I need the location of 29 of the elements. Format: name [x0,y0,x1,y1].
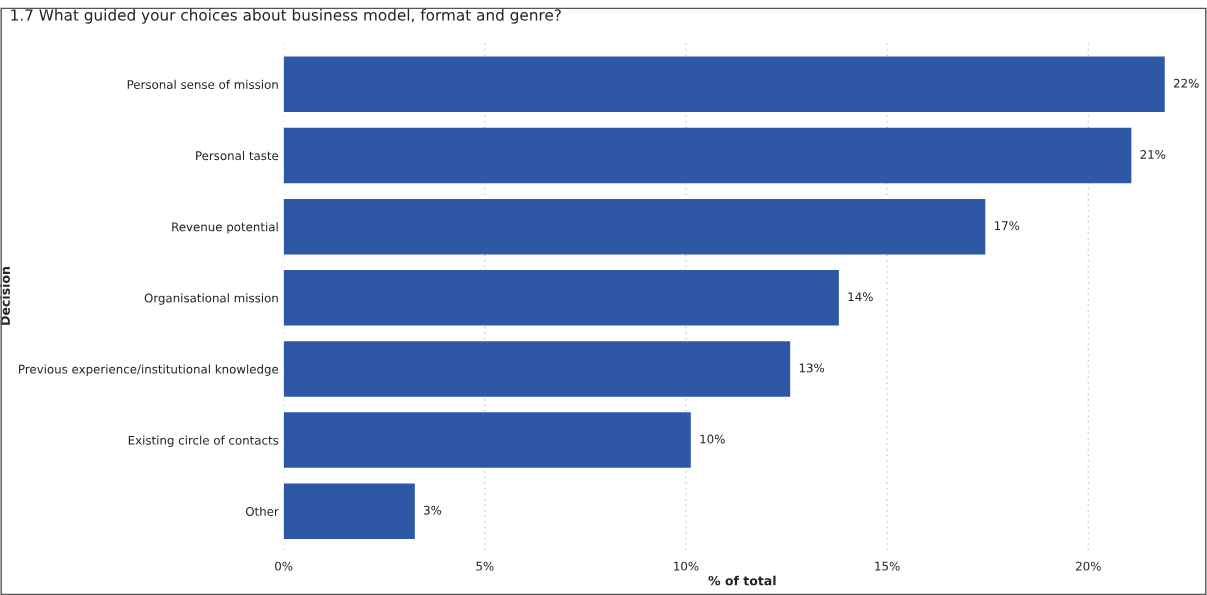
data-label: 13% [799,363,825,373]
bar [283,341,791,397]
data-label: 21% [1140,149,1166,159]
x-tick-label: 20% [1076,561,1101,571]
bar [283,483,415,539]
bar [283,56,1165,113]
y-tick-label: Revenue potential [172,222,278,234]
y-tick-label: Other [245,506,279,516]
x-tick-label: 0% [275,561,293,571]
x-tick-label: 10% [674,561,699,571]
data-label: 22% [1173,78,1199,88]
bar [283,270,839,326]
bar [283,127,1132,184]
data-label: 10% [700,434,725,444]
data-label: 17% [994,221,1020,231]
x-tick-label: 15% [875,561,900,571]
y-axis-title: Decision [0,267,10,325]
y-tick-label: Organisational mission [144,293,278,305]
chart-title: 1.7 What guided your choices about business model, format and genre? [11,8,561,24]
y-tick-label: Personal taste [196,151,279,161]
y-tick-label: Previous experience/institutional knowledge [19,364,279,376]
bar [283,412,691,468]
y-tick-label: Personal sense of mission [127,79,278,89]
x-tick-label: 5% [476,561,494,571]
data-label: 3% [424,505,442,515]
x-axis-title: % of total [708,575,776,586]
y-tick-label: Existing circle of contacts [128,435,279,448]
data-label: 14% [848,292,873,302]
bar [283,198,986,255]
